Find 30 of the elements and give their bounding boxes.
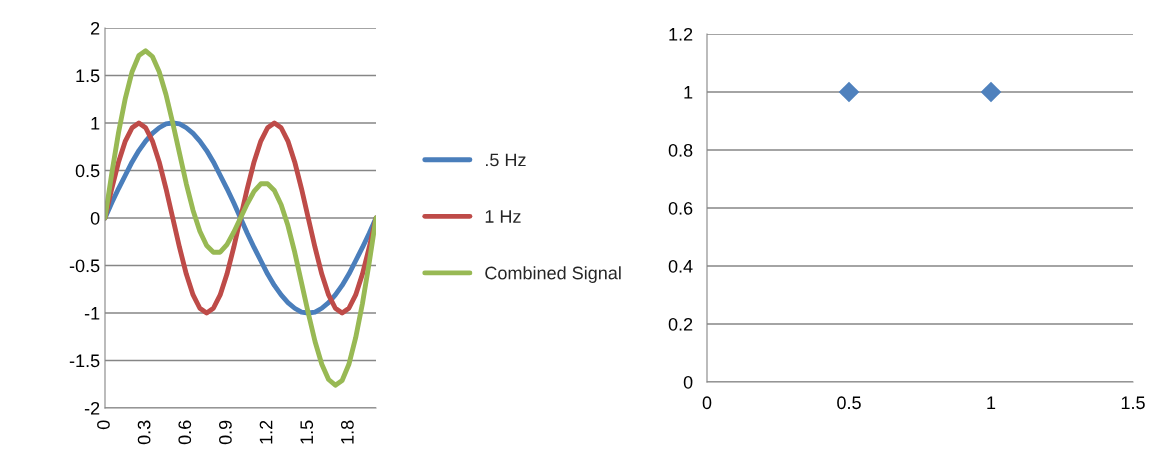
x-tick-label: 1.8 [340, 420, 354, 444]
x-tick-label: 1 [987, 396, 996, 409]
y-tick-label: 0.4 [668, 259, 693, 273]
y-tick-label: 1.5 [76, 69, 100, 83]
legend-label: .5 Hz [486, 153, 526, 167]
y-tick-label: -1.5 [69, 354, 100, 368]
y-tick-label: 0.5 [75, 164, 100, 178]
x-tick-label: 1.2 [259, 420, 273, 444]
x-tick-label: 1.5 [300, 420, 314, 444]
y-tick-label: 0 [90, 211, 100, 225]
y-tick-label: 0.2 [668, 317, 693, 331]
line-series [105, 48, 376, 388]
legend-label: 1 Hz [485, 210, 521, 223]
y-tick-label: 1 [684, 86, 693, 99]
x-tick-label: 0.5 [837, 396, 861, 410]
y-tick-label: 0 [683, 375, 693, 389]
y-tick-label: -0.5 [69, 259, 100, 273]
y-tick-label: 1 [91, 117, 100, 130]
y-tick-label: 0.8 [668, 143, 693, 157]
y-tick-label: -2 [84, 401, 100, 415]
y-tick-label: -1 [84, 307, 100, 320]
y-tick-label: 0.6 [668, 201, 693, 215]
x-tick-label: 0.3 [137, 420, 151, 445]
x-tick-label: 0.9 [219, 420, 232, 445]
y-tick-label: 2 [91, 21, 100, 35]
x-tick-label: 1.5 [1121, 396, 1145, 410]
x-tick-label: 0 [702, 396, 712, 410]
legend-label: Combined Signal [485, 266, 621, 283]
y-tick-label: 1.2 [669, 27, 693, 41]
x-tick-label: 0.6 [178, 420, 192, 445]
